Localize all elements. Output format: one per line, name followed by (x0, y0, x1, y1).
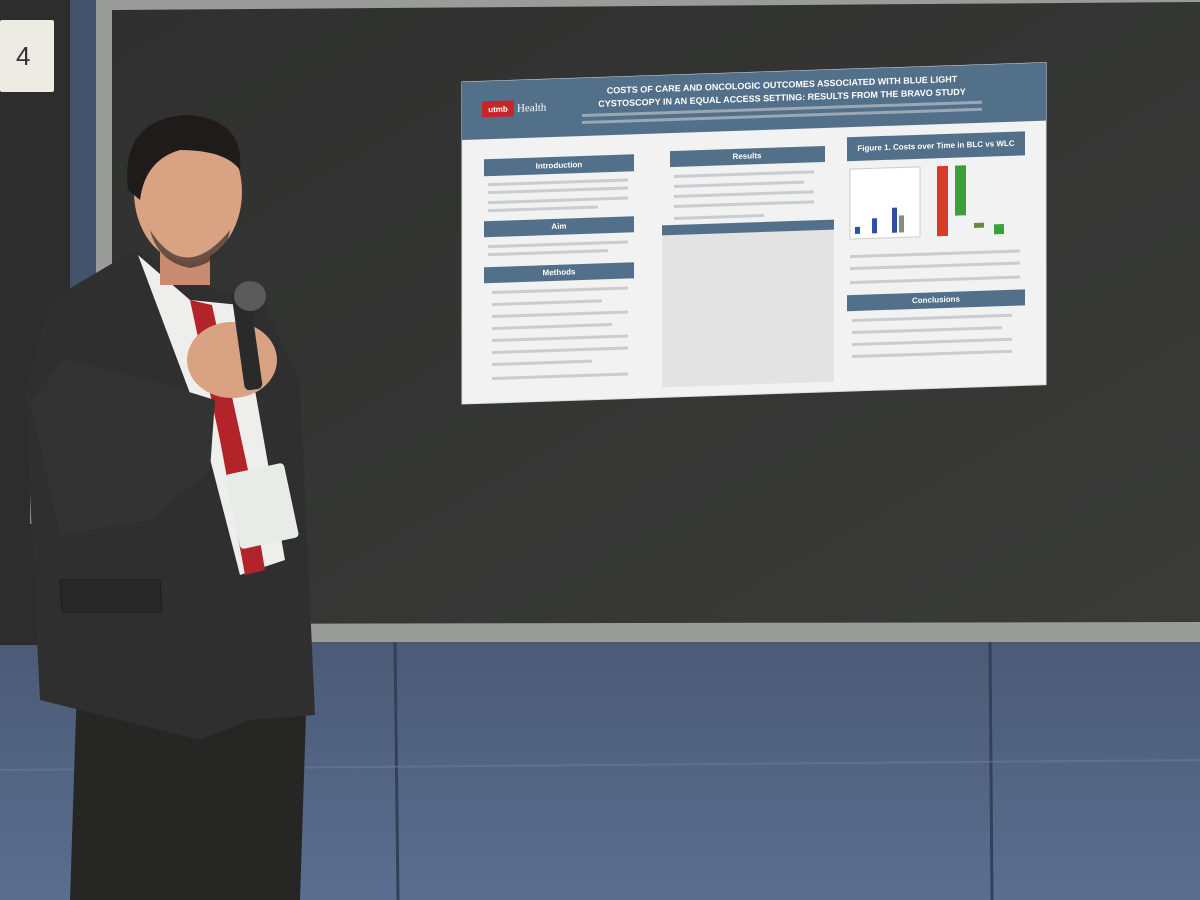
logo-mark: utmb (488, 105, 508, 115)
text-line (488, 186, 628, 195)
poster-authors (582, 100, 982, 118)
section-title: Conclusions (912, 295, 961, 306)
section-header (484, 216, 634, 238)
panel-seam (988, 639, 994, 900)
text-line (492, 346, 628, 355)
poster-authors (582, 107, 982, 125)
hand (187, 322, 277, 398)
microphone (231, 289, 263, 391)
text-line (850, 275, 1020, 285)
section-header (484, 154, 634, 177)
text-line (674, 190, 814, 198)
figure-bar (994, 224, 1004, 235)
text-line (852, 313, 1012, 323)
text-line (488, 178, 628, 187)
figure-panel (849, 166, 921, 240)
text-line (492, 359, 592, 367)
section-header (847, 131, 1025, 162)
table-header (662, 219, 834, 236)
figure-bar (892, 207, 897, 233)
board-number-sign (0, 20, 54, 92)
text-line (492, 334, 628, 343)
section-header (670, 145, 825, 168)
poster: utmb Health COSTS OF CARE AND ONCOLOGIC … (461, 62, 1047, 405)
figure-bar (855, 226, 860, 234)
panel-seam (393, 639, 400, 900)
section-header (484, 262, 634, 284)
section-title: Methods (543, 267, 576, 277)
section-header (847, 289, 1025, 312)
text-line (674, 200, 814, 208)
text-line (492, 299, 602, 307)
board-number: 4 (16, 41, 30, 71)
text-line (492, 372, 628, 381)
text-line (674, 213, 764, 220)
results-table (662, 219, 834, 388)
text-line (492, 286, 628, 295)
microphone-head (234, 281, 266, 311)
text-line (674, 180, 804, 188)
text-line (488, 240, 628, 249)
text-line (850, 249, 1020, 259)
text-line (492, 323, 612, 331)
figure-bar (974, 222, 984, 229)
figure-bar (955, 165, 966, 216)
pocket (59, 579, 163, 613)
badge (225, 463, 299, 549)
text-line (674, 170, 814, 178)
figure-bar (937, 165, 948, 237)
arm (30, 360, 215, 535)
beard (150, 230, 230, 268)
text-line (852, 337, 1012, 347)
text-line (852, 326, 1002, 335)
section-title: Introduction (536, 160, 583, 171)
logo-text: Health (517, 102, 547, 115)
presenter (25, 115, 315, 900)
section-title: Aim (551, 222, 566, 231)
text-line (488, 196, 628, 205)
text-line (488, 249, 608, 257)
logo-mark-box (482, 100, 514, 118)
figure-bar (899, 215, 904, 233)
hair (127, 115, 241, 200)
text-line (852, 349, 1012, 359)
figure-bar (872, 218, 877, 234)
text-line (492, 310, 628, 319)
text-line (850, 261, 1020, 271)
section-title: Results (733, 151, 762, 161)
text-line (488, 205, 598, 213)
